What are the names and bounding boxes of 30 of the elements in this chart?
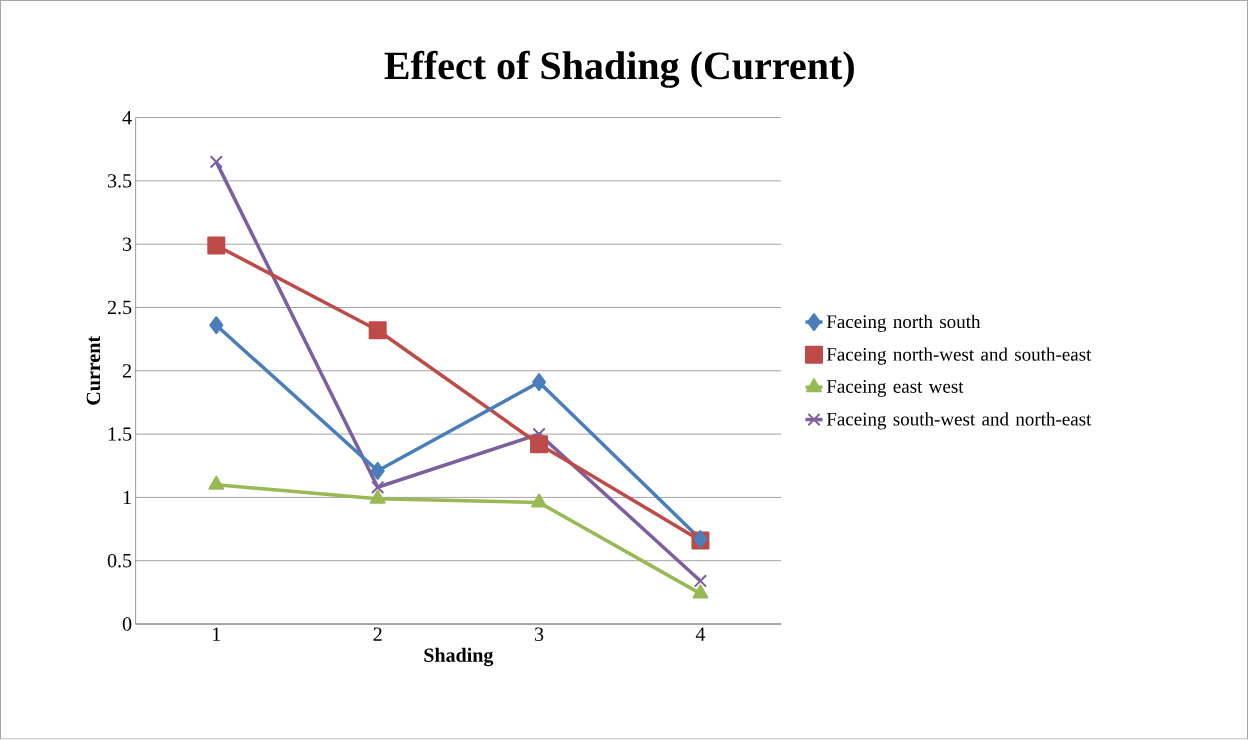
y-tick-label: 2 — [122, 364, 131, 378]
y-axis-title: Current — [86, 336, 101, 405]
chart-title: Effect of Shading (Current) — [384, 50, 854, 88]
y-tick-label: 0 — [122, 617, 132, 631]
x-tick-label: 3 — [535, 627, 544, 642]
y-tick-label: 0.5 — [107, 554, 132, 568]
x-axis-title: Shading — [424, 648, 494, 667]
y-tick-label: 2.5 — [107, 300, 132, 315]
point — [530, 435, 549, 454]
point — [209, 316, 224, 335]
point — [368, 321, 387, 340]
y-tick-label: 4 — [122, 111, 132, 125]
x-tick-label: 1 — [213, 627, 221, 641]
legend-label: Faceing south-west and north-east — [826, 412, 1092, 430]
legend-label: Faceing north-west and south-east — [826, 347, 1092, 365]
y-tick-label: 1 — [123, 490, 131, 505]
y-tick-label: 3 — [123, 237, 132, 252]
point — [532, 373, 547, 392]
point — [693, 574, 708, 588]
point — [531, 493, 547, 508]
x-tick-label: 4 — [695, 627, 706, 641]
point — [370, 462, 385, 481]
point — [371, 480, 385, 495]
point — [207, 236, 226, 255]
legend-label: Faceing north south — [826, 314, 981, 333]
y-tick-label: 3.5 — [108, 174, 132, 188]
legend-label: Faceing east west — [826, 380, 964, 397]
x-tick-label: 2 — [373, 627, 382, 641]
y-tick-label: 1.5 — [108, 427, 132, 442]
point — [209, 155, 223, 169]
